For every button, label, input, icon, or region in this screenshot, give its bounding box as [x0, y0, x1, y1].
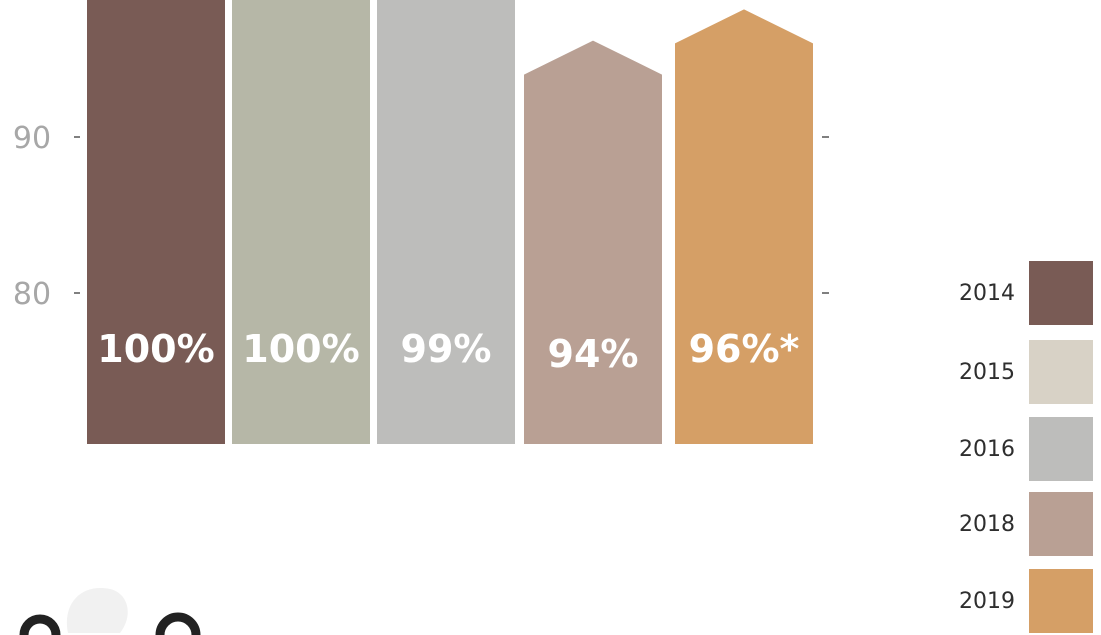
bar-2019 [675, 9, 813, 445]
y-tick-label: 80 [13, 277, 51, 312]
data-label: 100% [97, 327, 214, 371]
bar-2018 [524, 40, 662, 444]
legend-item-2019: 2019 [943, 569, 1093, 633]
legend-item-2015: 2015 [943, 340, 1093, 404]
data-label: 99% [401, 327, 492, 371]
legend-label: 2016 [959, 436, 1015, 462]
legend-label: 2014 [959, 280, 1015, 306]
bar-2015 [232, 0, 370, 444]
bar-2016 [377, 0, 515, 444]
legend-item-2018: 2018 [943, 492, 1093, 556]
legend-label: 2015 [959, 359, 1015, 385]
legend-label: 2019 [959, 588, 1015, 614]
legend-label: 2018 [959, 511, 1015, 537]
bar-2014 [87, 0, 225, 444]
y-tick-label: 90 [13, 121, 51, 156]
logo-watermark-icon [19, 588, 201, 635]
data-label: 94% [548, 332, 639, 376]
data-label: 96%* [689, 327, 800, 371]
legend-swatch [1029, 261, 1093, 325]
legend-swatch [1029, 417, 1093, 481]
legend-item-2016: 2016 [943, 417, 1093, 481]
legend-swatch [1029, 492, 1093, 556]
legend-swatch [1029, 569, 1093, 633]
data-label: 100% [242, 327, 359, 371]
legend-swatch [1029, 340, 1093, 404]
legend-item-2014: 2014 [943, 261, 1093, 325]
